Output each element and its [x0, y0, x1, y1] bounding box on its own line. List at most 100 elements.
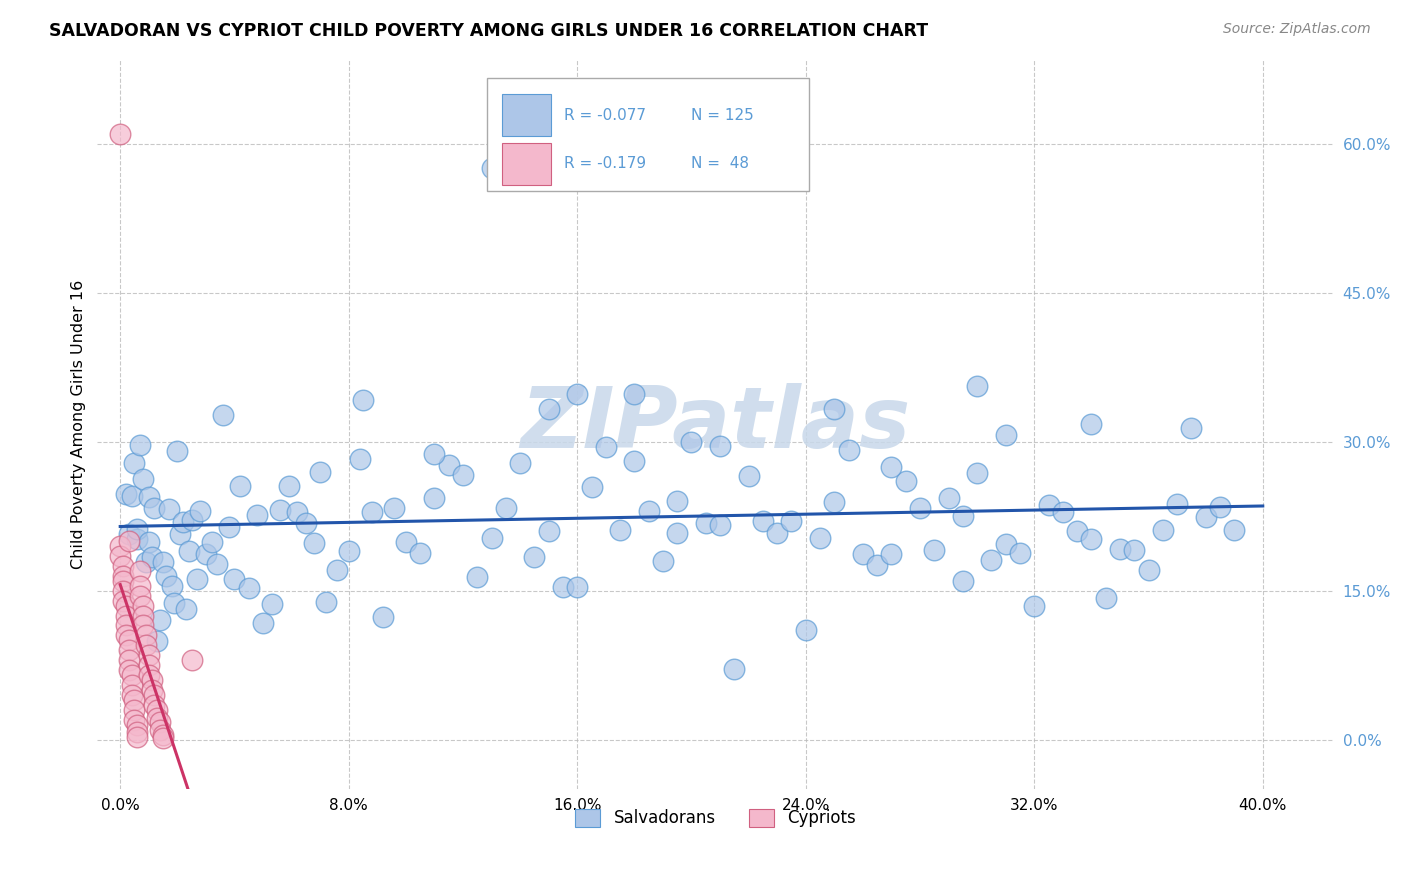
Point: [966, 467, 988, 481]
Point: [481, 161, 503, 176]
Point: [132, 608, 155, 623]
Y-axis label: Child Poverty Among Girls Under 16: Child Poverty Among Girls Under 16: [72, 280, 86, 569]
Point: [1123, 542, 1146, 557]
Point: [180, 653, 202, 667]
Point: [880, 459, 903, 474]
Point: [384, 501, 406, 516]
Point: [129, 438, 152, 452]
Point: [637, 504, 659, 518]
Point: [994, 537, 1017, 551]
Point: [952, 574, 974, 589]
Point: [177, 544, 200, 558]
Point: [595, 440, 617, 454]
Legend: Salvadorans, Cypriots: Salvadorans, Cypriots: [567, 800, 865, 836]
Point: [138, 534, 160, 549]
Point: [149, 723, 172, 737]
Point: [129, 589, 152, 603]
Point: [132, 472, 155, 486]
Point: [823, 494, 845, 508]
Point: [780, 514, 803, 528]
Point: [838, 443, 860, 458]
Point: [194, 547, 217, 561]
Point: [118, 663, 141, 677]
Text: N =  48: N = 48: [690, 156, 749, 171]
Point: [551, 580, 574, 594]
Point: [152, 555, 174, 569]
Point: [349, 451, 371, 466]
Point: [1052, 505, 1074, 519]
Point: [212, 408, 235, 422]
Point: [163, 596, 186, 610]
Point: [115, 608, 138, 623]
Point: [360, 505, 382, 519]
Point: [135, 638, 157, 652]
Point: [155, 569, 177, 583]
Point: [304, 535, 326, 549]
Point: [709, 439, 731, 453]
Point: [1223, 523, 1246, 537]
Point: [423, 491, 446, 505]
Point: [866, 558, 889, 573]
Point: [146, 703, 169, 717]
Point: [623, 454, 645, 468]
Point: [124, 693, 146, 707]
Point: [166, 444, 188, 458]
Point: [218, 520, 240, 534]
Point: [269, 503, 291, 517]
Point: [112, 558, 135, 573]
Point: [295, 516, 318, 530]
Point: [169, 526, 191, 541]
Text: ZIPatlas: ZIPatlas: [520, 383, 911, 466]
Point: [352, 392, 374, 407]
Point: [129, 564, 152, 578]
Point: [149, 714, 172, 729]
Point: [260, 597, 283, 611]
Point: [224, 572, 246, 586]
Point: [127, 730, 149, 744]
Point: [938, 491, 960, 505]
Point: [326, 563, 349, 577]
Point: [127, 724, 149, 739]
Text: SALVADORAN VS CYPRIOT CHILD POVERTY AMONG GIRLS UNDER 16 CORRELATION CHART: SALVADORAN VS CYPRIOT CHILD POVERTY AMON…: [49, 22, 928, 40]
Point: [188, 503, 211, 517]
Point: [952, 508, 974, 523]
Point: [180, 513, 202, 527]
Point: [108, 549, 131, 563]
Point: [894, 474, 917, 488]
Point: [808, 531, 831, 545]
Point: [451, 468, 474, 483]
Point: [709, 518, 731, 533]
Point: [112, 569, 135, 583]
Point: [337, 544, 360, 558]
Point: [465, 570, 488, 584]
Point: [1152, 523, 1174, 537]
Point: [121, 489, 143, 503]
Point: [908, 501, 931, 516]
Point: [695, 516, 717, 530]
Point: [567, 580, 589, 594]
Point: [141, 549, 163, 564]
Point: [149, 613, 172, 627]
Point: [207, 557, 229, 571]
Point: [1080, 532, 1102, 546]
Point: [143, 688, 166, 702]
Point: [1194, 509, 1216, 524]
Point: [201, 535, 224, 549]
Point: [108, 127, 131, 141]
Point: [794, 623, 817, 637]
Text: N = 125: N = 125: [690, 108, 754, 122]
Point: [437, 458, 460, 472]
Point: [135, 555, 157, 569]
Point: [752, 515, 775, 529]
Point: [127, 717, 149, 731]
Point: [252, 616, 274, 631]
Point: [1094, 591, 1116, 606]
Point: [495, 501, 517, 516]
Point: [1180, 421, 1202, 435]
Point: [537, 401, 560, 416]
Point: [523, 550, 546, 565]
Point: [481, 531, 503, 545]
Point: [138, 648, 160, 663]
Point: [666, 526, 689, 541]
Point: [1024, 599, 1046, 613]
